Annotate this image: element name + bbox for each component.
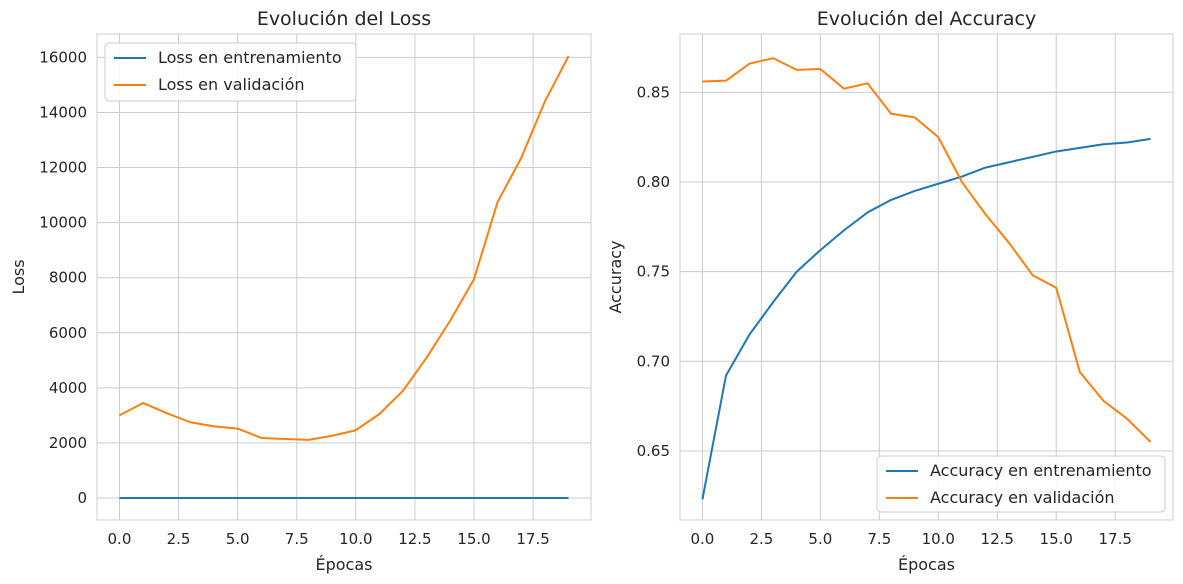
y-tick-label: 2000 [49, 434, 87, 452]
y-tick-label: 0 [77, 489, 87, 507]
x-tick-label: 2.5 [167, 530, 191, 548]
y-tick-label: 0.70 [637, 352, 670, 370]
legend-entry: Loss en entrenamiento [158, 48, 342, 67]
y-tick-label: 4000 [49, 379, 87, 397]
legend: Accuracy en entrenamiento Accuracy en val… [876, 455, 1166, 513]
y-tick-label: 0.65 [637, 442, 670, 460]
x-tick-label: 0.0 [690, 530, 714, 548]
chart-panel-2: 0.0 2.5 5.0 7.5 10.0 12.5 15.0 17.5 0.65 0.70 0.75… [606, 8, 1174, 574]
legend-entry: Accuracy en validación [930, 488, 1115, 507]
x-tick-label: 10.0 [339, 530, 372, 548]
x-axis-label: Épocas [316, 555, 373, 574]
y-tick-label: 0.85 [637, 83, 670, 101]
y-tick-label: 10000 [39, 214, 87, 232]
x-tick-label: 15.0 [1040, 530, 1073, 548]
x-tick-label: 17.5 [516, 530, 549, 548]
legend-entry: Accuracy en entrenamiento [930, 461, 1152, 480]
y-tick-label: 16000 [39, 48, 87, 66]
y-tick-label: 0.75 [637, 263, 670, 281]
y-axis-label: Loss [9, 259, 28, 294]
legend: Loss en entrenamiento Loss en validación [104, 42, 357, 102]
x-tick-label: 7.5 [285, 530, 309, 548]
y-tick-label: 0.80 [637, 173, 670, 191]
series-line-train [701, 137, 1151, 500]
x-tick-label: 17.5 [1099, 530, 1132, 548]
x-tick-label: 12.5 [398, 530, 431, 548]
chart-title: Evolución del Loss [257, 8, 431, 30]
plot-frame [96, 33, 592, 521]
x-tick-label: 5.0 [226, 530, 250, 548]
legend-entry: Loss en validación [158, 75, 305, 94]
plot-frame [679, 33, 1174, 521]
x-tick-label: 0.0 [108, 530, 132, 548]
x-axis-label: Épocas [898, 555, 955, 574]
legend-box [104, 42, 357, 102]
chart-panel-1: 0.0 2.5 5.0 7.5 10.0 12.5 15.0 17.5 0 2000 4000 600… [9, 8, 592, 574]
y-tick-label: 14000 [39, 103, 87, 121]
x-tick-label: 7.5 [867, 530, 891, 548]
x-tick-label: 12.5 [981, 530, 1014, 548]
chart-title: Evolución del Accuracy [817, 8, 1036, 30]
y-tick-label: 6000 [49, 324, 87, 342]
x-tick-label: 15.0 [457, 530, 490, 548]
y-tick-label: 12000 [39, 159, 87, 177]
x-tick-label: 5.0 [808, 530, 832, 548]
x-tick-label: 10.0 [922, 530, 955, 548]
series-line-val [118, 55, 570, 441]
y-axis-label: Accuracy [606, 240, 625, 313]
x-tick-label: 2.5 [749, 530, 773, 548]
series-line-val [702, 57, 1152, 443]
y-tick-label: 8000 [49, 269, 87, 287]
legend-box [876, 455, 1166, 513]
